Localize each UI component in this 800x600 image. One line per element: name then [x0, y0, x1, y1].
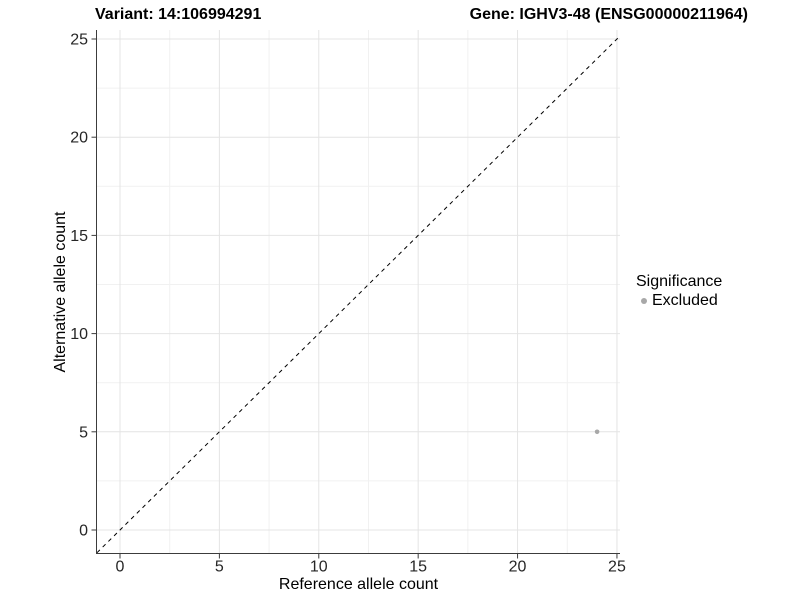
x-tick-label: 15 [409, 559, 427, 576]
legend-items: Excluded [636, 291, 722, 310]
x-tick-label: 25 [608, 559, 626, 576]
y-tick-label: 15 [70, 228, 88, 245]
y-tick-label: 5 [79, 424, 88, 441]
legend-key-dot [641, 297, 647, 304]
legend: Significance Excluded [636, 272, 722, 310]
y-tick-label: 10 [70, 326, 88, 343]
data-point [594, 429, 600, 435]
x-tick-label: 10 [310, 559, 328, 576]
y-axis-title: Alternative allele count [52, 211, 69, 373]
legend-item: Excluded [636, 291, 722, 310]
legend-item-label: Excluded [652, 292, 718, 309]
x-axis-title: Reference allele count [278, 576, 439, 593]
x-tick-label: 0 [116, 559, 125, 576]
y-tick-label: 0 [79, 523, 88, 540]
identity-line [96, 35, 621, 554]
x-tick-label: 20 [509, 559, 527, 576]
x-tick-label: 5 [215, 559, 224, 576]
variant-title: Variant: 14:106994291 [95, 6, 262, 23]
y-tick-label: 25 [70, 32, 88, 49]
gene-title: Gene: IGHV3-48 (ENSG00000211964) [469, 6, 748, 23]
y-tick-label: 20 [70, 130, 88, 147]
legend-title: Significance [636, 273, 723, 290]
